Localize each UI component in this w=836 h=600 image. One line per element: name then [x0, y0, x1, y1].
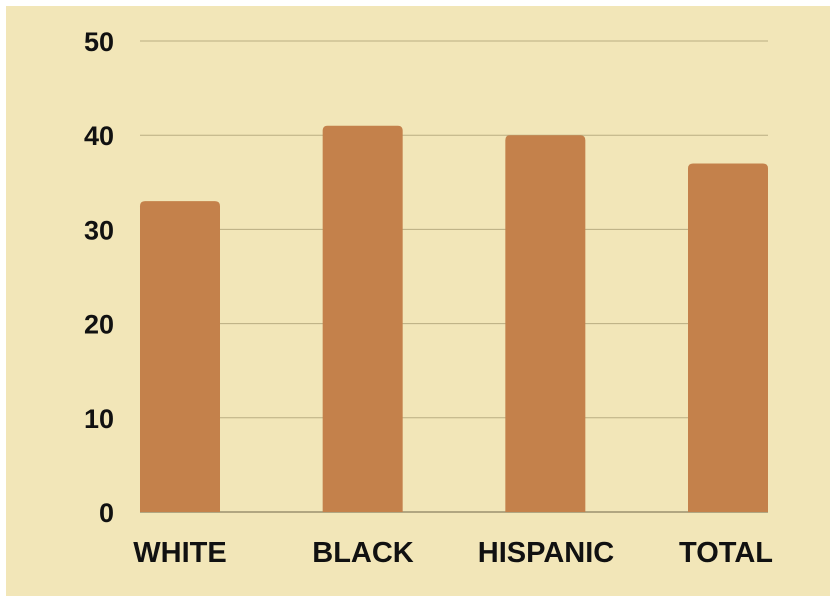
bars	[140, 125, 768, 512]
x-tick-label: HISPANIC	[478, 537, 614, 569]
y-tick-label: 50	[84, 27, 114, 57]
x-axis-labels: WHITE BLACK HISPANIC TOTAL	[133, 537, 773, 569]
x-tick-label: TOTAL	[679, 537, 773, 569]
bar-white	[140, 201, 220, 512]
bar-black	[322, 125, 403, 512]
bar-hispanic	[505, 135, 586, 512]
bar-total	[688, 163, 768, 512]
y-tick-label: 0	[99, 498, 114, 528]
y-tick-label: 20	[84, 310, 114, 340]
x-tick-label: WHITE	[133, 537, 226, 569]
x-tick-label: BLACK	[312, 537, 414, 569]
y-tick-label: 30	[84, 215, 114, 245]
y-tick-label: 10	[84, 404, 114, 434]
y-tick-label: 40	[84, 121, 114, 151]
gridlines	[140, 40, 768, 513]
y-axis-ticks: 0 10 20 30 40 50	[84, 27, 114, 528]
